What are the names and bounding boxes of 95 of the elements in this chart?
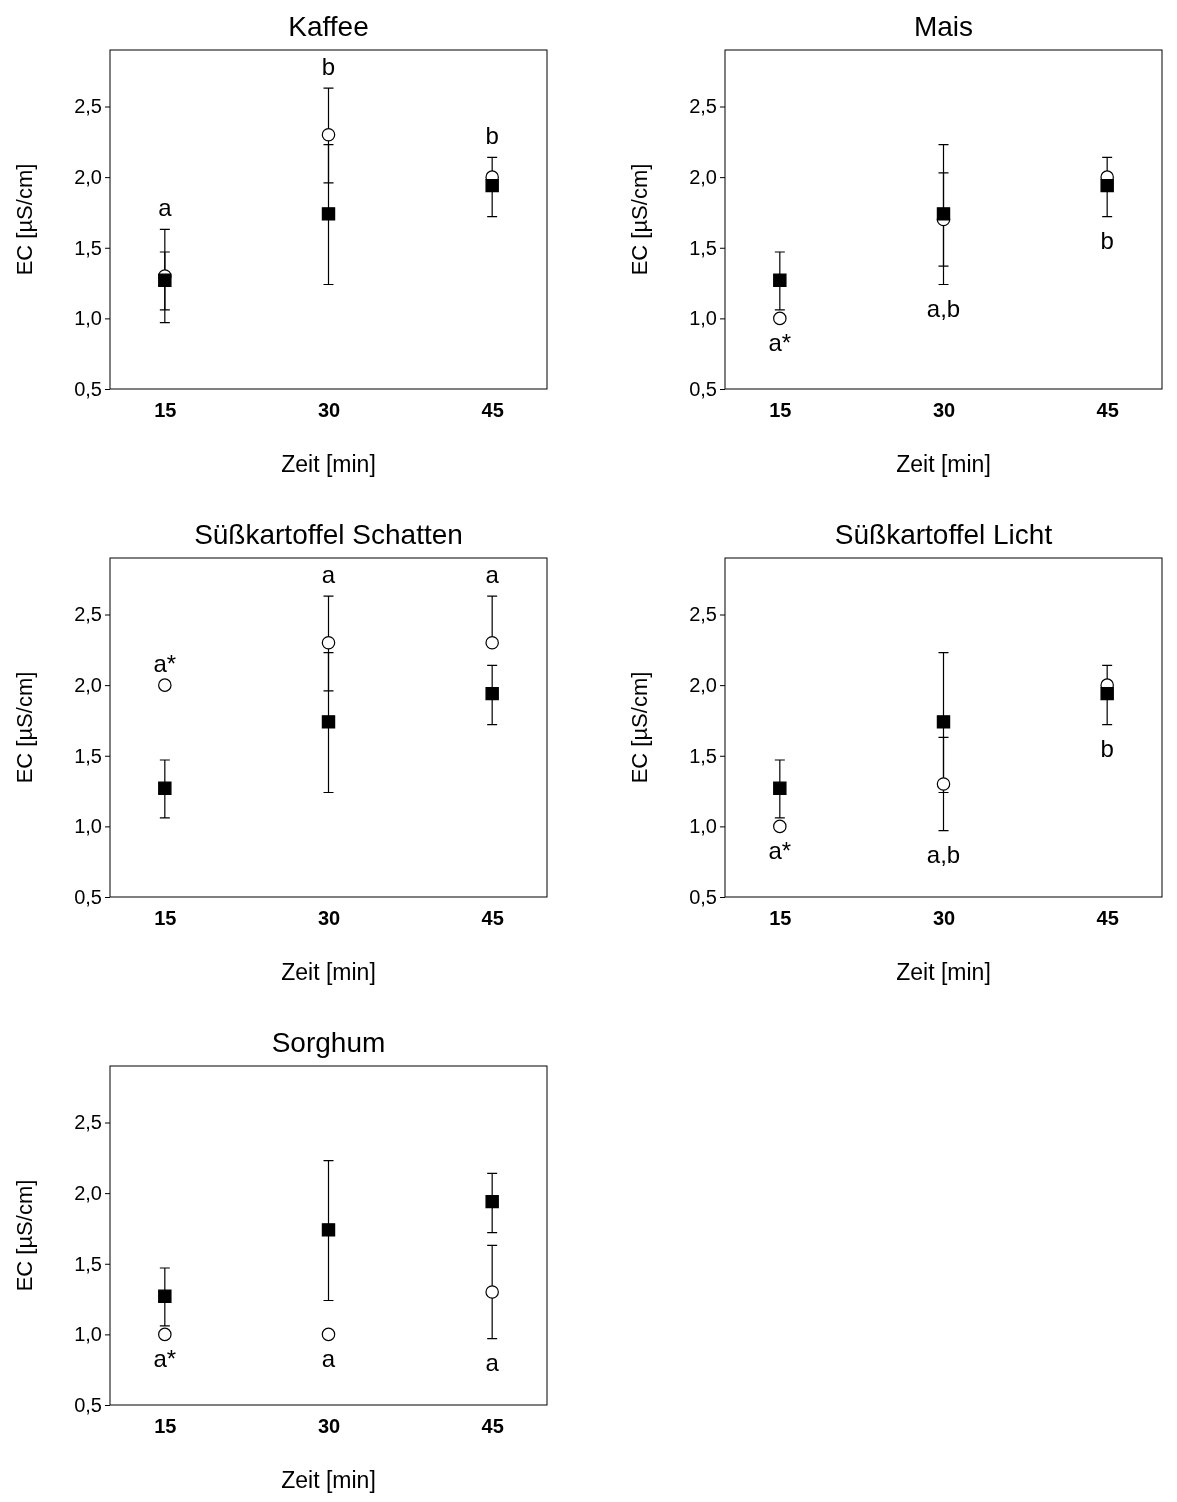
annotation: a	[485, 560, 500, 588]
point	[158, 273, 172, 287]
point	[158, 781, 172, 795]
y-tick-label: 1,5	[689, 236, 717, 259]
point	[158, 678, 172, 692]
x-axis-title: Zeit [min]	[281, 451, 376, 477]
annotation: a,b	[926, 294, 961, 322]
point	[1100, 178, 1114, 193]
x-axis-title: Zeit [min]	[896, 959, 991, 985]
point	[485, 686, 499, 701]
y-tick-label: 0,5	[689, 377, 717, 400]
x-tick-label: 15	[154, 907, 177, 930]
point	[936, 207, 951, 221]
x-tick-label: 45	[1096, 399, 1119, 422]
y-tick-label: 1,5	[74, 236, 102, 259]
point	[773, 311, 787, 326]
point	[158, 1327, 172, 1342]
y-tick-label: 2,5	[689, 95, 717, 118]
annotation: a	[321, 560, 336, 588]
x-tick-label: 15	[769, 399, 792, 422]
y-tick-label: 1,0	[689, 307, 717, 330]
x-tick-label: 15	[154, 399, 177, 422]
y-axis-title: EC [µS/cm]	[627, 671, 652, 784]
point	[321, 207, 336, 221]
y-tick-label: 2,0	[74, 1182, 102, 1205]
x-tick-label: 45	[481, 399, 504, 422]
annotation: a*	[153, 649, 177, 677]
x-tick-label: 30	[932, 907, 956, 930]
y-tick-label: 0,5	[689, 885, 717, 908]
point	[773, 781, 787, 795]
y-tick-label: 2,5	[74, 95, 102, 118]
x-axis-title: Zeit [min]	[281, 1467, 376, 1493]
y-tick-label: 1,0	[74, 815, 102, 838]
y-tick-label: 2,5	[689, 603, 717, 626]
annotation: b	[485, 121, 499, 149]
x-tick-label: 15	[769, 907, 792, 930]
annotation: b	[1100, 227, 1114, 255]
point	[773, 273, 787, 287]
point	[321, 715, 336, 729]
x-tick-label: 45	[1096, 907, 1119, 930]
y-tick-label: 1,0	[74, 1323, 102, 1346]
point	[321, 1327, 336, 1342]
x-tick-label: 30	[932, 399, 956, 422]
annotation: a*	[768, 328, 792, 356]
x-tick-label: 30	[317, 1415, 341, 1438]
x-tick-label: 30	[317, 399, 341, 422]
chart-title: Sorghum	[271, 1027, 386, 1058]
chart-title: Süßkartoffel Schatten	[194, 519, 463, 550]
annotation: a*	[768, 836, 792, 864]
y-tick-label: 0,5	[74, 1393, 102, 1416]
point	[773, 819, 787, 834]
annotation: a	[485, 1349, 500, 1377]
annotation: a	[321, 1344, 336, 1372]
chart-title: Süßkartoffel Licht	[834, 519, 1053, 550]
point	[485, 178, 499, 193]
annotation: b	[321, 52, 336, 80]
annotation: b	[1100, 735, 1114, 763]
annotation: a	[158, 193, 173, 221]
point	[485, 1194, 499, 1209]
y-tick-label: 1,5	[74, 1252, 102, 1275]
y-axis-title: EC [µS/cm]	[627, 163, 652, 276]
y-tick-label: 1,5	[74, 744, 102, 767]
chart-title: Kaffee	[288, 11, 369, 42]
y-tick-label: 0,5	[74, 377, 102, 400]
point	[485, 635, 499, 650]
y-axis-title: EC [µS/cm]	[12, 671, 37, 784]
annotation: a,b	[926, 841, 961, 869]
y-tick-label: 1,0	[689, 815, 717, 838]
y-tick-label: 2,5	[74, 603, 102, 626]
point	[485, 1285, 499, 1299]
point	[1100, 686, 1114, 701]
point	[158, 1289, 172, 1303]
x-tick-label: 15	[154, 1415, 177, 1438]
y-tick-label: 0,5	[74, 885, 102, 908]
y-tick-label: 2,0	[74, 674, 102, 697]
y-axis-title: EC [µS/cm]	[12, 163, 37, 276]
y-axis-title: EC [µS/cm]	[12, 1179, 37, 1292]
point	[936, 777, 951, 791]
x-axis-title: Zeit [min]	[896, 451, 991, 477]
point	[936, 715, 951, 729]
y-tick-label: 2,0	[689, 674, 717, 697]
y-tick-label: 2,5	[74, 1111, 102, 1134]
x-axis-title: Zeit [min]	[281, 959, 376, 985]
chart-title: Mais	[913, 11, 974, 42]
x-tick-label: 30	[317, 907, 341, 930]
x-tick-label: 45	[481, 1415, 504, 1438]
y-tick-label: 1,0	[74, 307, 102, 330]
point	[321, 635, 336, 650]
y-tick-label: 1,5	[689, 744, 717, 767]
point	[321, 1223, 336, 1237]
y-tick-label: 2,0	[689, 166, 717, 189]
y-tick-label: 2,0	[74, 166, 102, 189]
point	[321, 127, 336, 142]
annotation: a*	[153, 1344, 177, 1372]
x-tick-label: 45	[481, 907, 504, 930]
